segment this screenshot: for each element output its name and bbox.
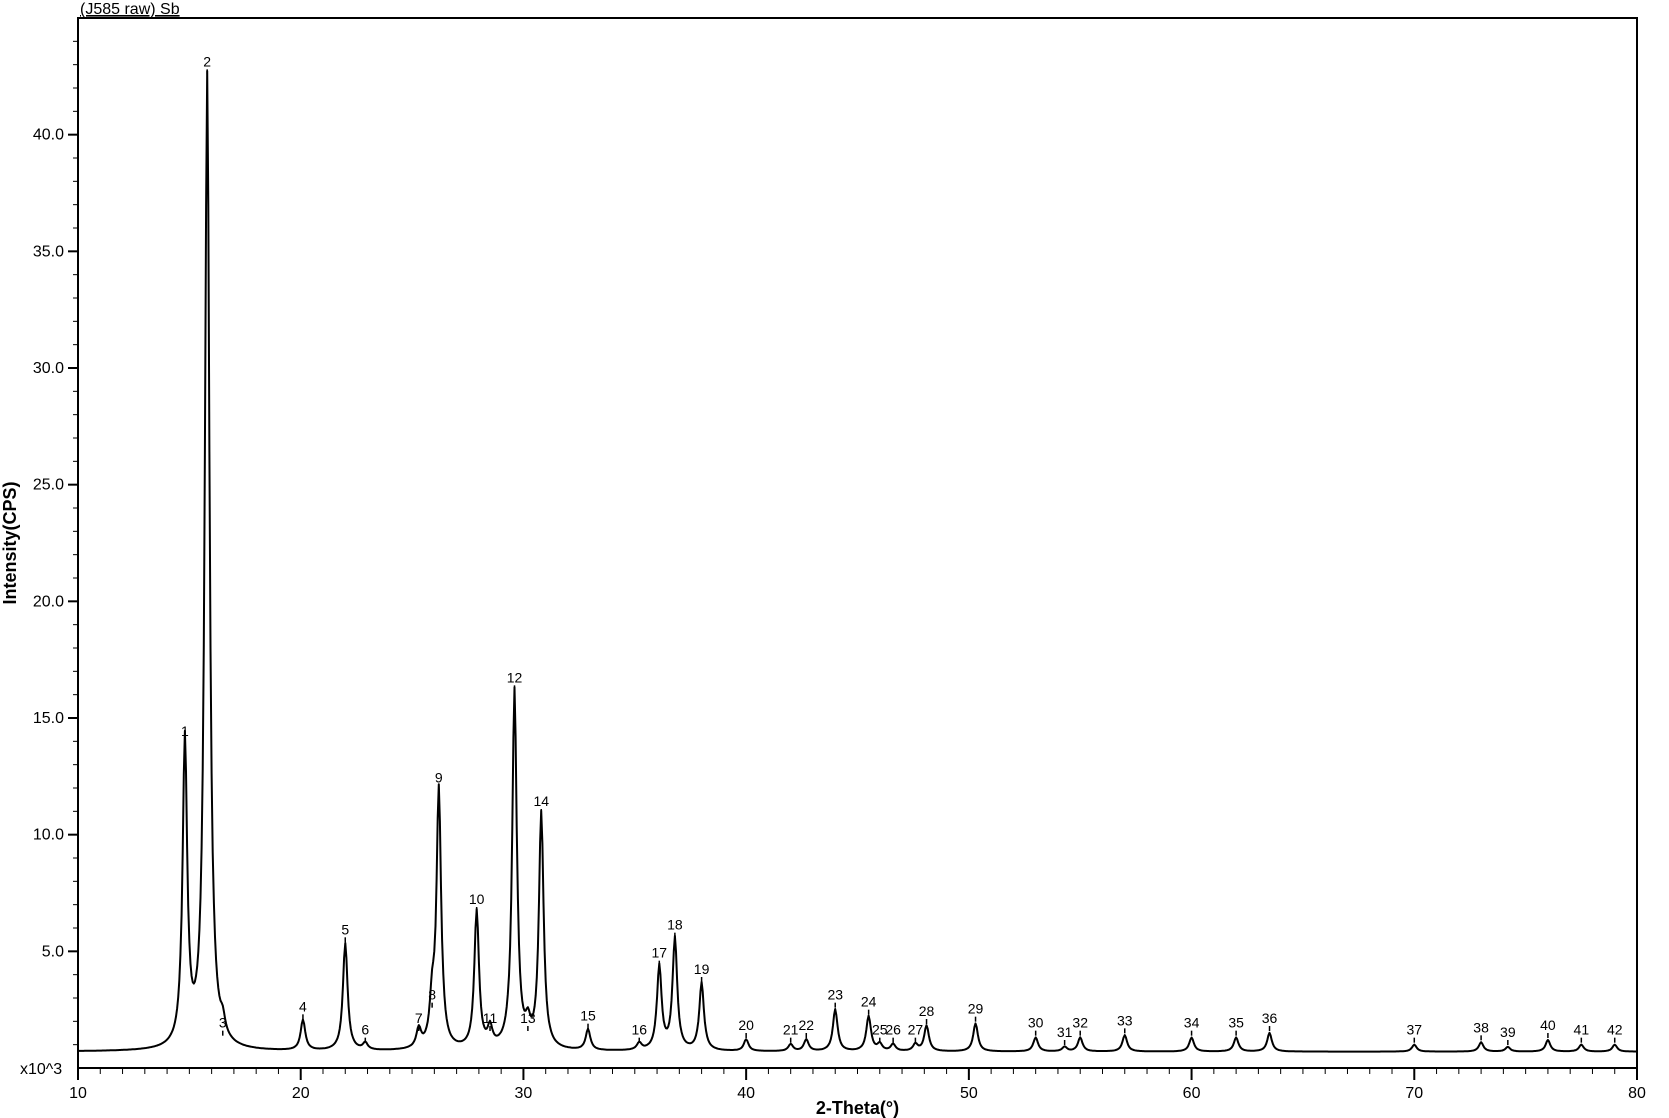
peak-label: 40	[1540, 1017, 1556, 1033]
peak-label: 31	[1057, 1024, 1073, 1040]
x-tick-label: 60	[1183, 1085, 1201, 1102]
xrd-chart: 10 20 30 40 50 60 70 80 5.0 10.0 15.0 20.0 25.0 30.0 3…	[0, 0, 1669, 1118]
spectrum-line	[78, 71, 1637, 1052]
peak-label: 2	[203, 53, 211, 69]
x-tick-label: 80	[1628, 1085, 1646, 1102]
peak-label: 34	[1184, 1015, 1200, 1031]
y-tick-label: 25.0	[33, 477, 64, 494]
y-tick-label: 5.0	[42, 943, 64, 960]
y-tick-label: 30.0	[33, 360, 64, 377]
peak-label: 4	[299, 998, 307, 1014]
peak-label: 5	[341, 921, 349, 937]
y-tick-label: 35.0	[33, 243, 64, 260]
peak-label: 3	[219, 1015, 227, 1031]
peak-label: 10	[469, 891, 485, 907]
chart-title: (J585 raw) Sb	[80, 1, 180, 18]
peak-label: 18	[667, 917, 683, 933]
peak-label: 17	[651, 945, 667, 961]
peak-label: 41	[1574, 1022, 1590, 1038]
y-tick-label: 40.0	[33, 127, 64, 144]
peak-label: 27	[908, 1022, 924, 1038]
x-tick-label: 70	[1405, 1085, 1423, 1102]
peak-label: 13	[520, 1010, 536, 1026]
peak-label: 21	[783, 1022, 799, 1038]
x-tick-label: 40	[737, 1085, 755, 1102]
peak-label: 26	[885, 1022, 901, 1038]
peak-label: 9	[435, 770, 443, 786]
x-tick-label: 10	[69, 1085, 87, 1102]
peak-label: 42	[1607, 1022, 1623, 1038]
peak-label: 19	[694, 961, 710, 977]
y-tick-label: 10.0	[33, 827, 64, 844]
peak-label: 12	[507, 669, 523, 685]
peak-label: 36	[1262, 1010, 1278, 1026]
plot-border	[78, 18, 1637, 1068]
y-multiplier-label: x10^3	[20, 1061, 62, 1078]
peak-label: 7	[415, 1010, 423, 1026]
peak-label: 15	[580, 1008, 596, 1024]
y-tick-label: 15.0	[33, 710, 64, 727]
peak-label: 35	[1228, 1015, 1244, 1031]
peak-label: 29	[968, 1001, 984, 1017]
peak-label: 38	[1473, 1019, 1489, 1035]
peak-label: 22	[798, 1017, 814, 1033]
peak-label: 11	[483, 1010, 498, 1026]
peak-label: 32	[1072, 1015, 1088, 1031]
peak-label: 24	[861, 994, 877, 1010]
peak-label: 39	[1500, 1024, 1516, 1040]
peak-label: 23	[827, 987, 843, 1003]
peak-label: 30	[1028, 1015, 1044, 1031]
x-tick-label: 20	[292, 1085, 310, 1102]
x-tick-label: 30	[515, 1085, 533, 1102]
chart-svg: 10 20 30 40 50 60 70 80 5.0 10.0 15.0 20.0 25.0 30.0 3…	[0, 0, 1669, 1118]
peak-label: 33	[1117, 1012, 1133, 1028]
peak-label: 20	[738, 1017, 754, 1033]
y-axis-label: Intensity(CPS)	[0, 481, 20, 604]
peak-label: 6	[361, 1022, 369, 1038]
x-tick-label: 50	[960, 1085, 978, 1102]
peak-label: 28	[919, 1003, 935, 1019]
y-tick-label: 20.0	[33, 593, 64, 610]
peak-label: 1	[181, 723, 189, 739]
peak-label: 8	[428, 987, 436, 1003]
peak-label: 16	[631, 1022, 647, 1038]
peak-label: 37	[1406, 1022, 1422, 1038]
x-axis-label: 2-Theta(°)	[816, 1098, 899, 1118]
peak-label: 14	[533, 793, 549, 809]
